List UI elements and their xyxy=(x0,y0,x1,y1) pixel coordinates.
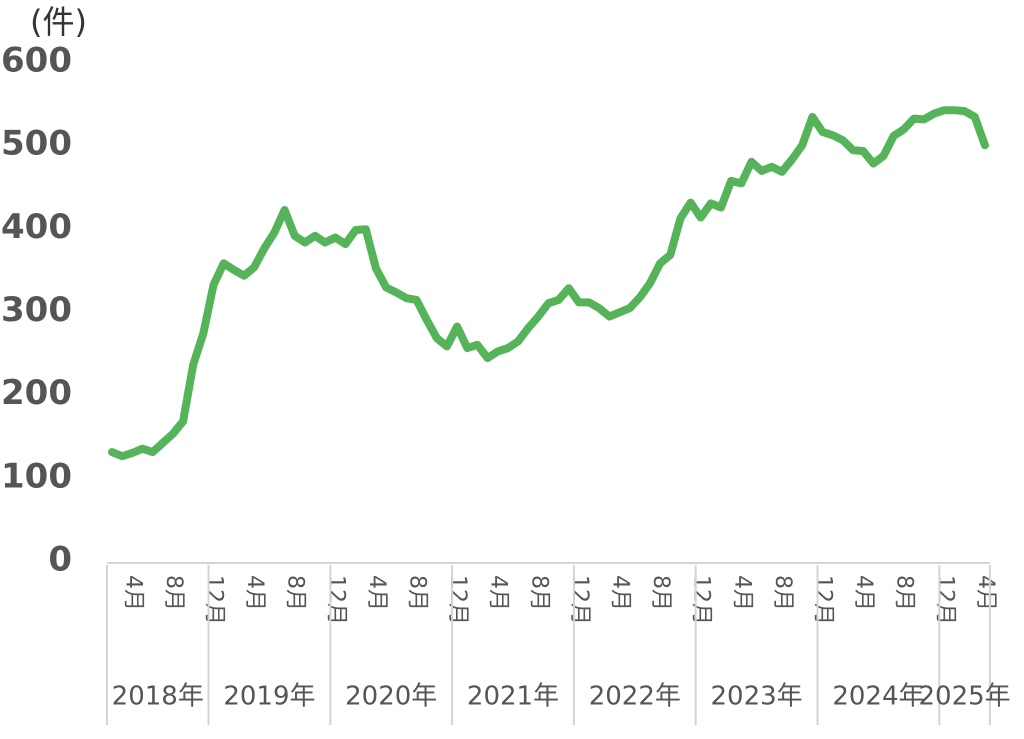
x-tick-label: 12月 xyxy=(445,575,470,625)
x-tick-label: 12月 xyxy=(689,575,714,625)
x-tick-label: 12月 xyxy=(567,575,592,625)
x-tick-label: 8月 xyxy=(161,575,186,611)
y-tick-label: 300 xyxy=(1,290,72,330)
x-group-label: 2023年 xyxy=(711,682,803,712)
y-tick-label: 400 xyxy=(1,207,72,247)
x-group-label: 2022年 xyxy=(589,682,681,712)
x-group-label: 2020年 xyxy=(345,682,437,712)
x-group-label: 2025年 xyxy=(919,682,1011,712)
x-tick-label: 8月 xyxy=(526,575,551,611)
y-tick-label: 0 xyxy=(48,540,72,580)
x-tick-label: 4月 xyxy=(364,575,389,611)
x-tick-label: 12月 xyxy=(932,575,957,625)
x-tick-label: 8月 xyxy=(892,575,917,611)
x-tick-label: 4月 xyxy=(486,575,511,611)
x-tick-label: 12月 xyxy=(323,575,348,625)
x-group-label: 2018年 xyxy=(112,682,204,712)
x-tick-label: 8月 xyxy=(770,575,795,611)
data-line xyxy=(108,106,989,461)
x-tick-label: 8月 xyxy=(405,575,430,611)
x-tick-label: 4月 xyxy=(729,575,754,611)
x-tick-label: 8月 xyxy=(283,575,308,611)
x-tick-label: 4月 xyxy=(120,575,145,611)
y-tick-label: 100 xyxy=(1,456,72,496)
x-tick-label: 4月 xyxy=(973,575,998,611)
x-tick-label: 4月 xyxy=(851,575,876,611)
y-tick-label: 200 xyxy=(1,373,72,413)
x-tick-label: 4月 xyxy=(242,575,267,611)
x-group-label: 2024年 xyxy=(832,682,924,712)
y-tick-label: 600 xyxy=(1,41,72,81)
x-group-label: 2021年 xyxy=(467,682,559,712)
x-tick-label: 12月 xyxy=(202,575,227,625)
unit-label: (件) xyxy=(30,3,87,41)
x-tick-label: 8月 xyxy=(648,575,673,611)
x-group-label: 2019年 xyxy=(223,682,315,712)
x-tick-label: 4月 xyxy=(608,575,633,611)
y-tick-label: 500 xyxy=(1,124,72,164)
x-tick-label: 12月 xyxy=(811,575,836,625)
